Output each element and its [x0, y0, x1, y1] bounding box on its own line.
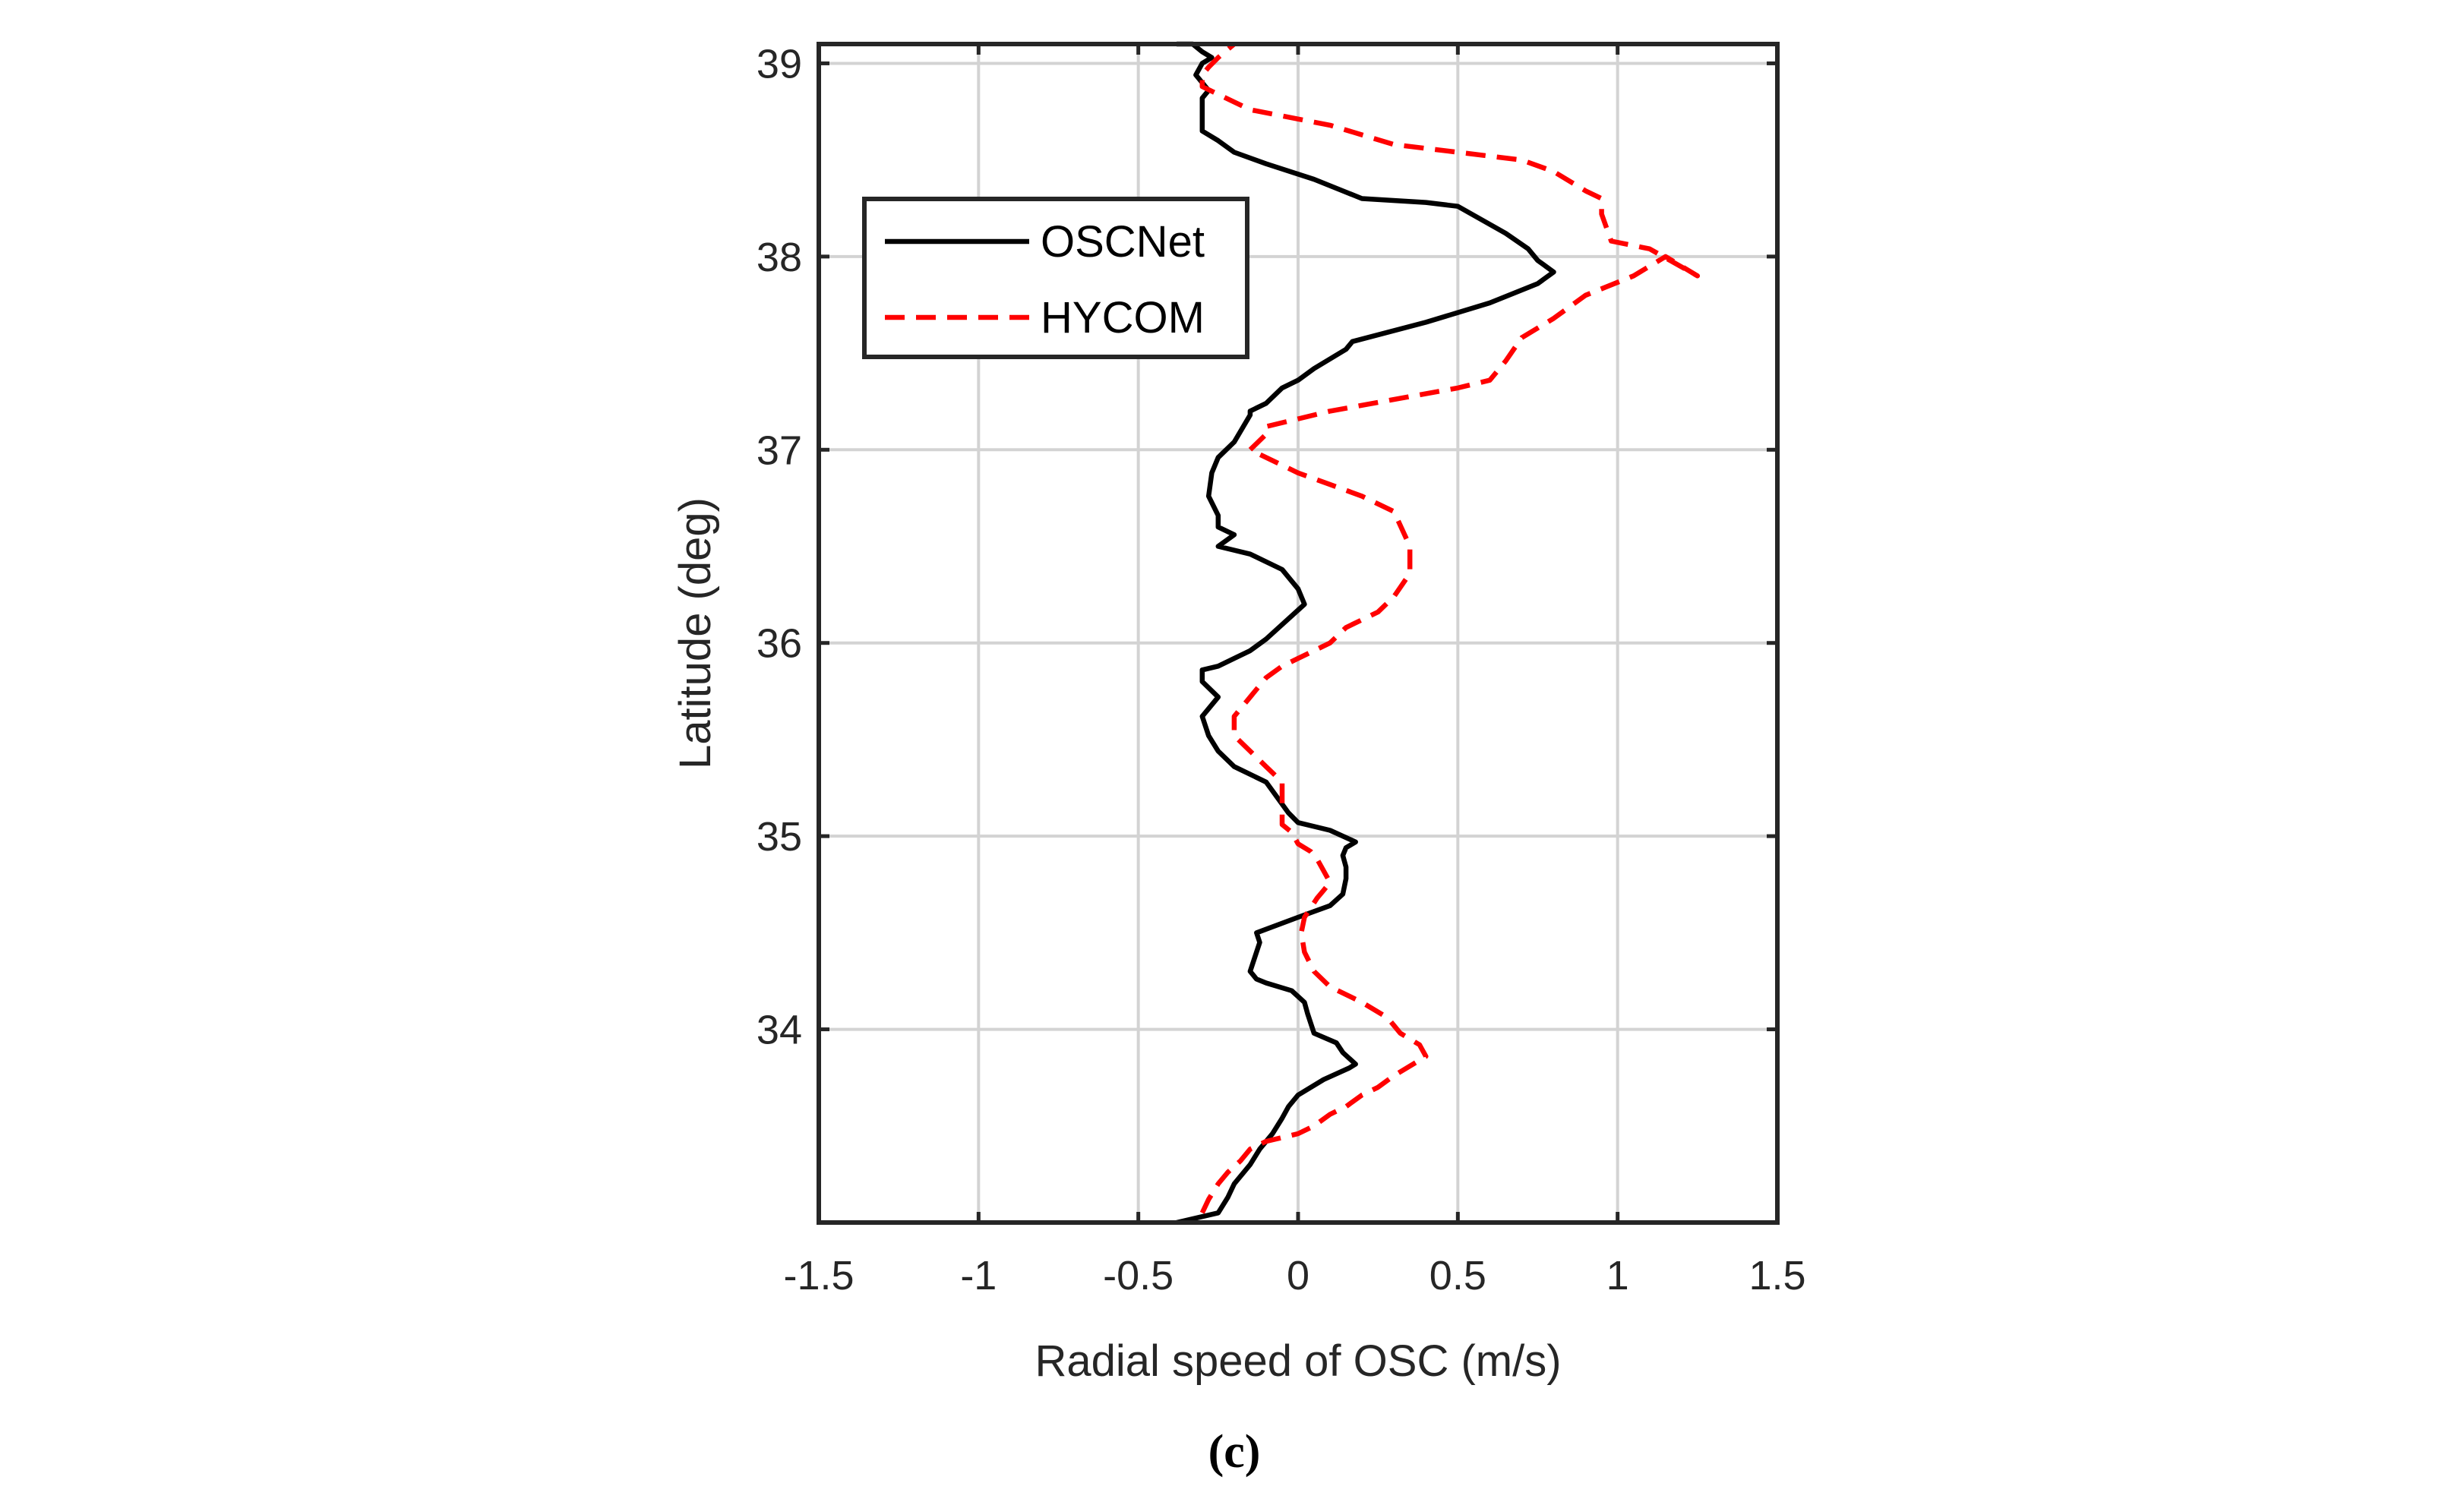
y-tick-label: 37	[757, 428, 802, 473]
legend-label-hycom: HYCOM	[1041, 293, 1205, 342]
x-tick-label: -1	[960, 1253, 997, 1298]
y-tick-label: 39	[757, 41, 802, 87]
y-tick-label: 35	[757, 814, 802, 860]
y-axis-label: Latitude (deg)	[671, 497, 720, 769]
x-tick-label: -0.5	[1103, 1253, 1174, 1298]
x-tick-label: 0.5	[1429, 1253, 1486, 1298]
legend-box	[862, 197, 1249, 359]
x-axis-label: Radial speed of OSC (m/s)	[1035, 1336, 1561, 1386]
series-line-hycom	[1199, 42, 1701, 1214]
x-tick-label: 0	[1287, 1253, 1309, 1298]
x-tick-label: 1	[1606, 1253, 1629, 1298]
panel-label: (c)	[1208, 1426, 1261, 1478]
y-tick-label: 36	[757, 621, 802, 667]
series-line-oscnet	[1176, 41, 1556, 1226]
legend-label-oscnet: OSCNet	[1041, 217, 1205, 267]
ticks: -1.5 -1 -0.5 0 0.5 1 1.5 34 35 36 37 38 39	[757, 41, 1806, 1298]
series-layer	[1176, 41, 1701, 1226]
legend: OSCNet HYCOM	[862, 197, 1249, 359]
x-tick-label: 1.5	[1748, 1253, 1805, 1298]
y-tick-label: 34	[757, 1008, 802, 1053]
x-tick-label: -1.5	[783, 1253, 854, 1298]
y-tick-label: 38	[757, 235, 802, 280]
